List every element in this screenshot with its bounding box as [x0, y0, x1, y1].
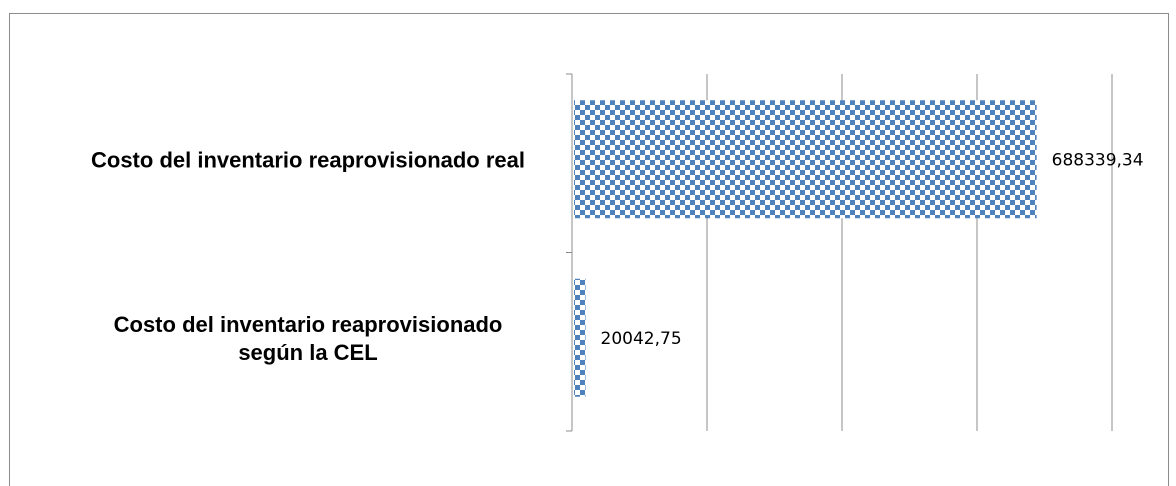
bar [574, 100, 1037, 219]
chart-frame [9, 13, 1169, 486]
category-tick-label: Costo del inventario reaprovisionado [114, 312, 503, 337]
bars [574, 100, 1037, 397]
data-label: 688339,34 [1052, 150, 1144, 170]
labels: 688339,34 Costo del inventario reaprovisi… [91, 147, 1144, 365]
category-axis [566, 73, 573, 432]
category-tick-label: Costo del inventario reaprovisionado rea… [91, 147, 525, 172]
bar [574, 278, 586, 397]
data-label: 20042,75 [601, 329, 682, 349]
category-tick-label: según la CEL [238, 340, 377, 365]
